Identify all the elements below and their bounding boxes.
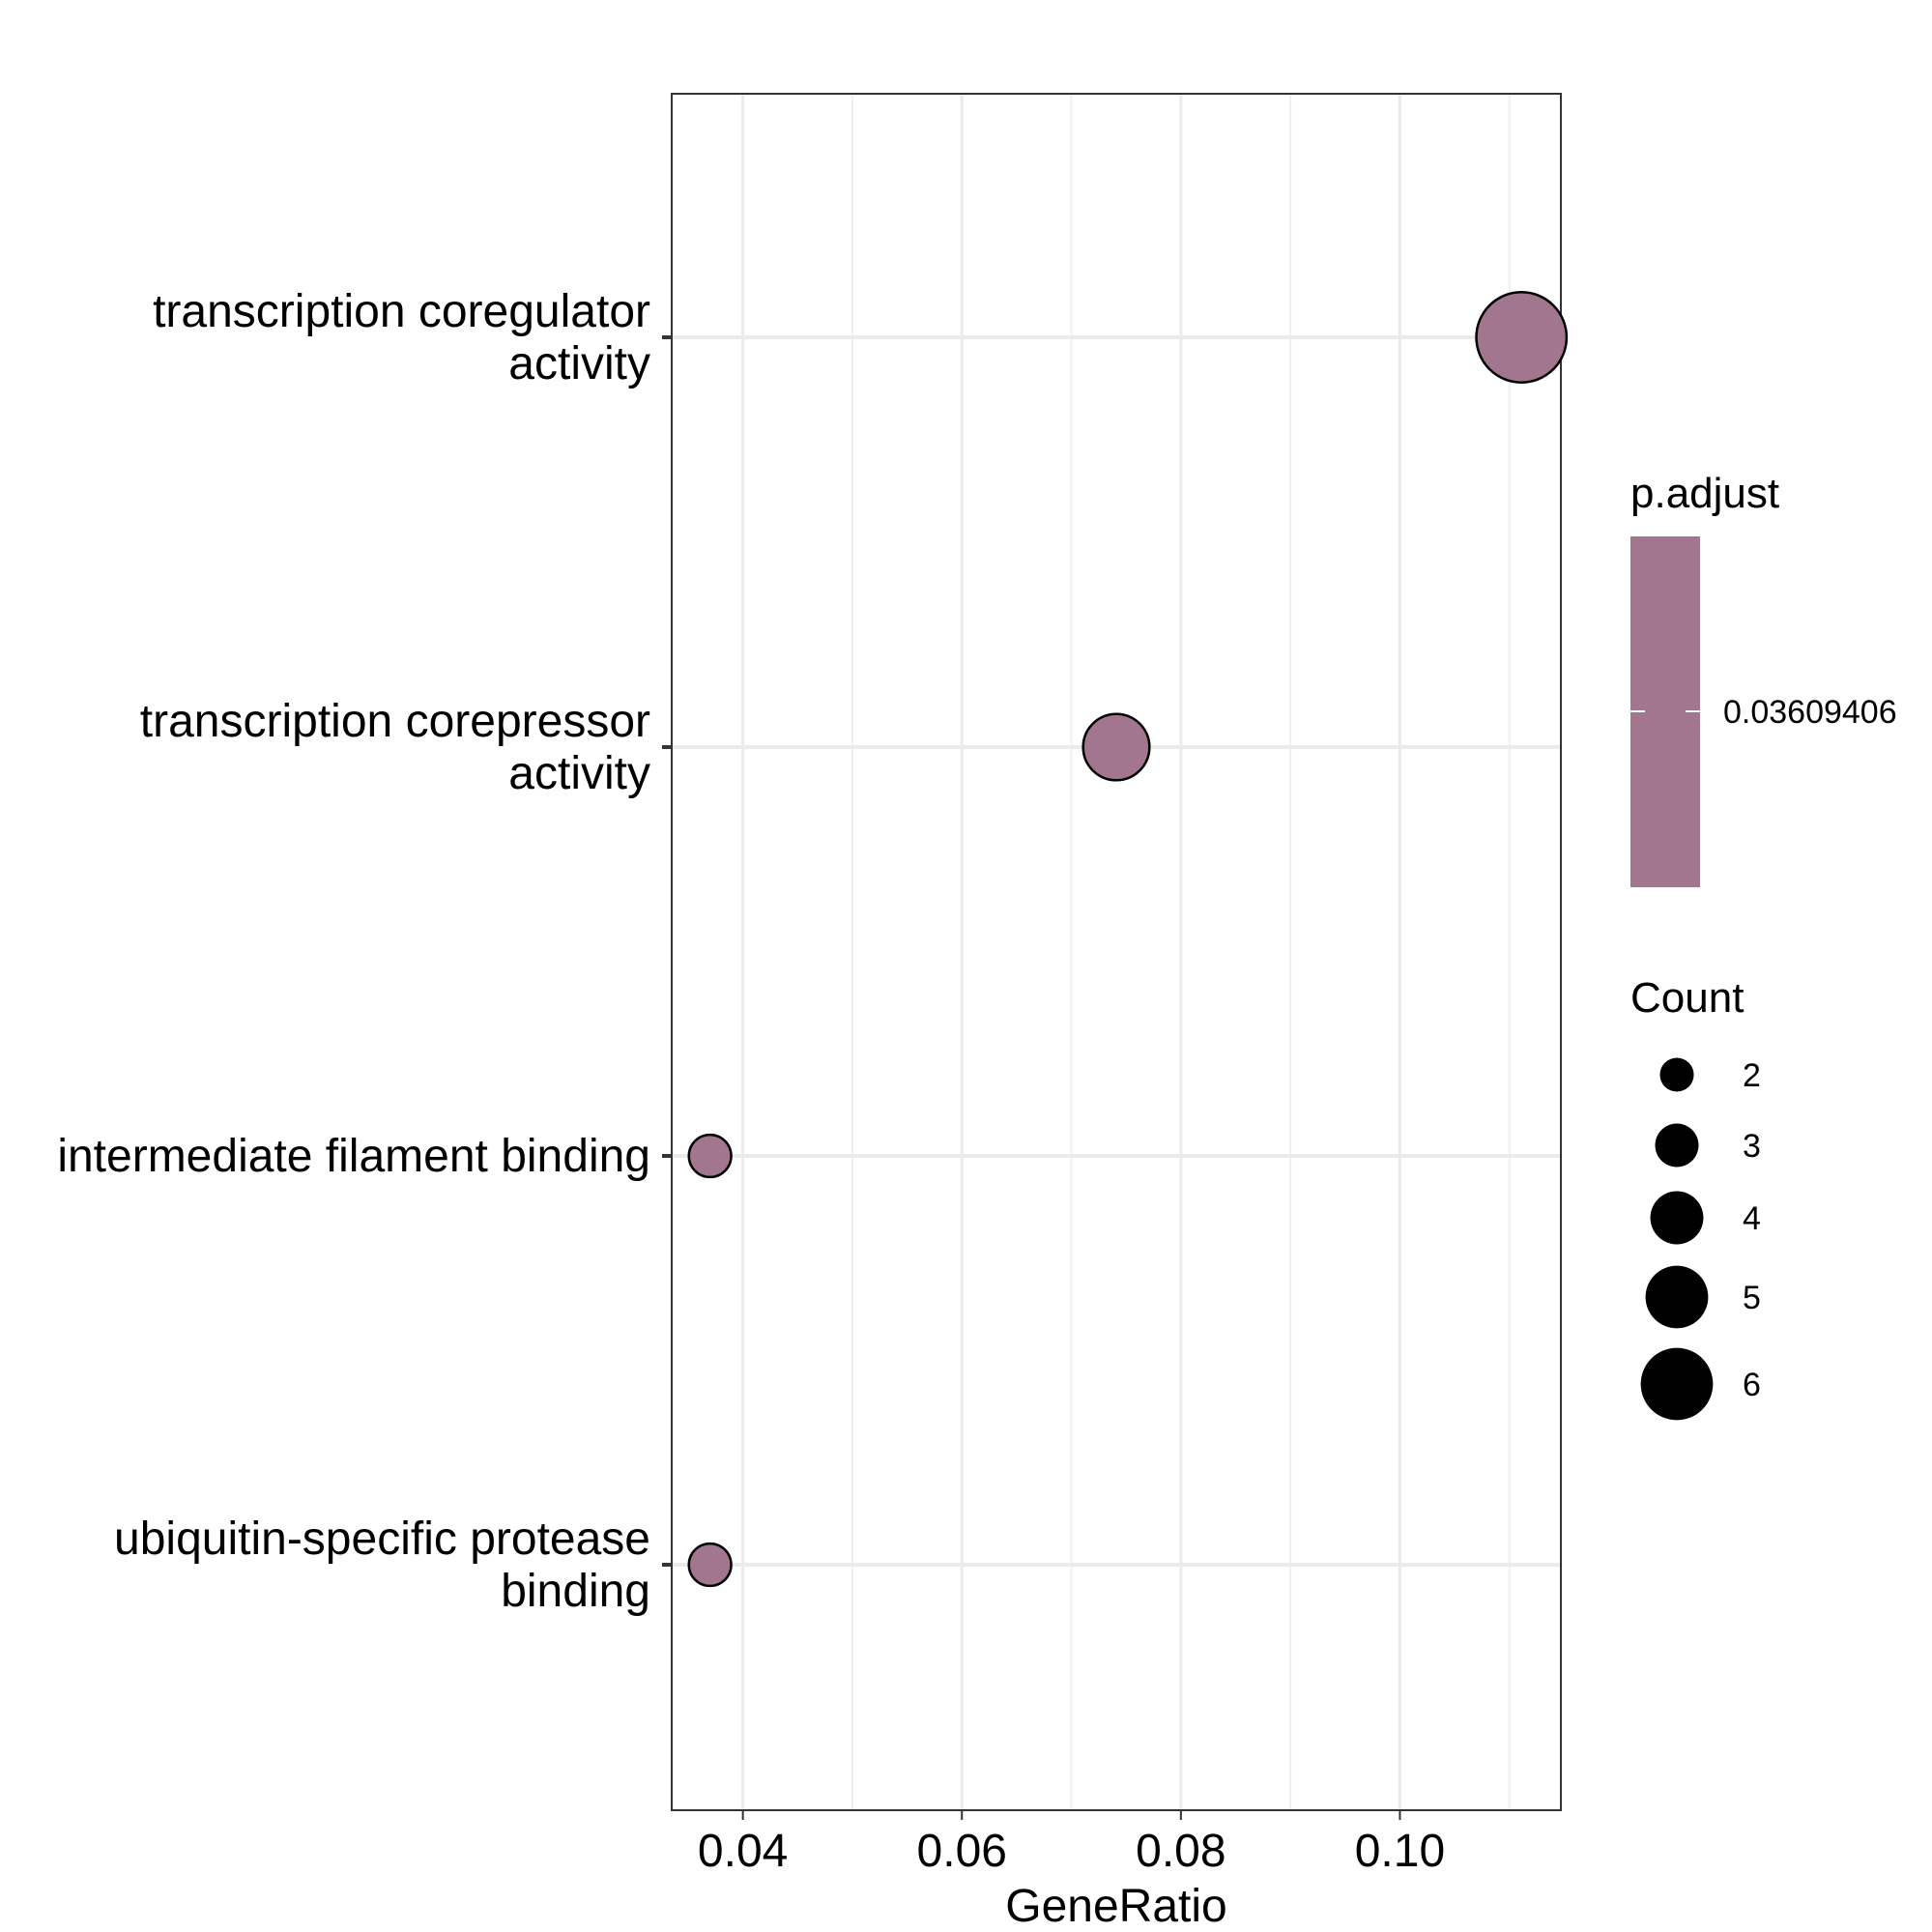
legend-count-key-4 <box>1640 1347 1714 1421</box>
y-category-label-0-line-0: transcription coregulator <box>153 286 650 337</box>
y-category-label-0-line-1: activity <box>508 338 650 389</box>
data-point-0 <box>1475 291 1569 384</box>
legend-count-key-3 <box>1645 1265 1709 1329</box>
y-category-label-3-line-1: binding <box>501 1566 650 1617</box>
x-axis: 0.04 0.06 0.08 0.10 <box>698 1810 1445 1877</box>
legend-count-label-1: 3 <box>1743 1128 1761 1165</box>
y-category-label-2-line-0: intermediate filament binding <box>57 1131 650 1182</box>
data-point-2 <box>687 1133 733 1179</box>
legend-count: Count 2 3 4 5 6 <box>1630 974 1761 1421</box>
grid-lines <box>672 94 1561 1810</box>
y-category-label-1-line-1: activity <box>508 748 650 799</box>
data-point-3 <box>687 1542 733 1588</box>
legend-count-key-0 <box>1659 1057 1694 1092</box>
legend-count-label-0: 2 <box>1743 1057 1761 1094</box>
legend-colorbar-label: 0.03609406 <box>1723 694 1897 731</box>
x-axis-title: GeneRatio <box>1005 1881 1226 1932</box>
y-axis: transcription coregulatoractivitytranscr… <box>57 286 672 1617</box>
legend-count-key-1 <box>1655 1123 1699 1168</box>
x-tick-label-0: 0.04 <box>698 1826 788 1877</box>
legend-count-title: Count <box>1630 974 1744 1022</box>
data-point-1 <box>1081 712 1151 782</box>
legend-count-label-3: 5 <box>1743 1280 1761 1316</box>
legend-p-adjust: p.adjust 0.03609406 <box>1630 470 1897 887</box>
legend-count-label-4: 6 <box>1743 1367 1761 1403</box>
y-category-label-1-line-0: transcription corepressor <box>140 696 650 747</box>
legend-count-key-2 <box>1650 1191 1704 1245</box>
x-tick-label-3: 0.10 <box>1355 1826 1445 1877</box>
plot-panel-border <box>671 93 1562 1811</box>
legend-p-adjust-title: p.adjust <box>1630 470 1779 517</box>
x-tick-label-2: 0.08 <box>1136 1826 1226 1877</box>
x-tick-label-1: 0.06 <box>917 1826 1007 1877</box>
data-points <box>687 291 1569 1588</box>
legend-count-label-2: 4 <box>1743 1200 1761 1237</box>
y-category-label-3-line-0: ubiquitin-specific protease <box>114 1514 650 1565</box>
